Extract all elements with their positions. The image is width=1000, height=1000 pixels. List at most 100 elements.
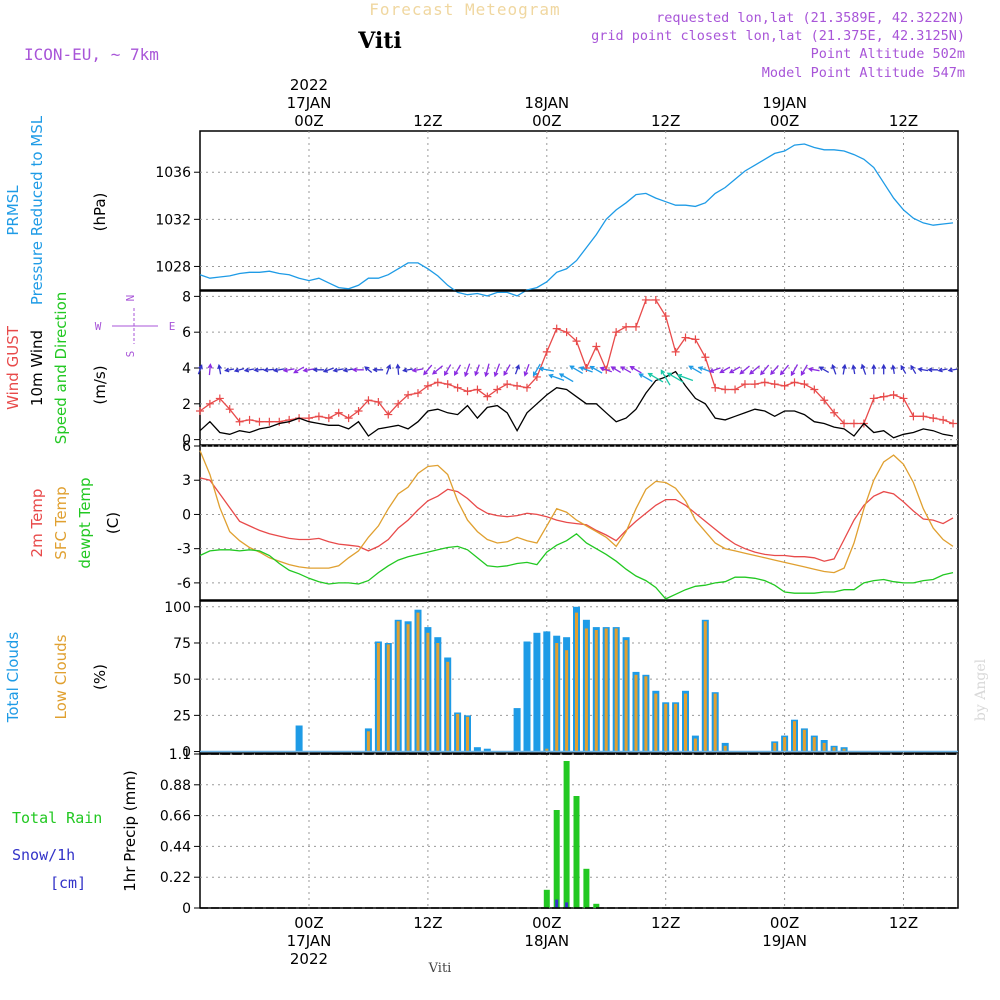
y-tick-label: 0 [182,433,191,449]
gust-point [413,389,422,398]
y-tick-label: 0.66 [160,809,191,825]
series-line-prmsl [199,143,954,297]
wind-arrow [243,367,255,373]
gust-point [513,381,522,390]
series-label: 10m Wind [28,330,46,406]
bar-total-clouds [523,641,531,752]
series-line-wind-gust [199,299,954,425]
bar-low-clouds [674,703,678,752]
gust-point [810,385,819,394]
series-line-10m-wind [199,370,954,439]
wind-arrow [411,367,424,373]
y-tick-label: -3 [177,542,191,558]
compass-s: S [124,351,137,358]
gust-point [334,408,343,417]
bar-low-clouds [703,621,707,752]
y-tick-label: 50 [173,672,191,688]
bar-low-clouds [684,693,687,752]
time-label-top: 2022 [290,76,328,94]
series-label: Wind GUST [4,325,22,410]
gust-point [879,392,888,401]
wind-arrow [493,363,501,378]
wind-arrow [910,364,917,375]
gust-point [364,396,373,405]
bar-total-clouds [513,708,521,752]
requested-coords: requested lon,lat (21.3589E, 42.3222N) [656,10,965,26]
panel-frame [199,600,959,754]
gust-point [235,417,244,426]
y-tick-label: 1032 [155,212,191,228]
gust-point [800,380,809,389]
gust-point [939,415,948,424]
wind-arrow [444,364,452,377]
wind-arrow [807,366,820,372]
time-label-bottom: 00Z [294,914,323,932]
bar-low-clouds [406,624,410,752]
y-tick-label: 100 [164,600,191,616]
gust-point [622,322,631,331]
bar-low-clouds [624,640,628,752]
panel-frame [199,130,959,291]
bar-rain [543,889,550,908]
gust-point [394,399,403,408]
wind-arrow [841,363,847,375]
time-label-top: 19JAN [762,94,807,112]
gust-point [205,399,214,408]
bar-low-clouds [644,676,648,752]
wind-arrow [332,367,344,373]
y-tick-label: 6 [182,439,191,455]
gust-point [592,342,601,351]
bar-low-clouds [723,745,727,752]
series-label: dewpt Temp [76,477,94,568]
wind-arrow [770,364,779,376]
y-tick-label: 25 [173,708,191,724]
wind-arrow [569,365,584,374]
gust-point [265,417,274,426]
panel-wind: 0 2 4 6 8 Wind GUST 10m Wind Speed and Directio… [4,289,959,449]
wind-arrow [818,366,830,373]
series-line-2m-temp [199,477,954,562]
wind-arrow [548,373,565,382]
time-label-bottom: 00Z [770,914,799,932]
gust-point [949,419,958,428]
gust-point [522,383,531,392]
bar-low-clouds [832,747,836,752]
series-label: 2m Temp [28,489,46,558]
wind-arrow [937,367,948,373]
gust-point [582,364,591,372]
series-label: PRMSL [4,185,22,236]
bar-low-clouds [654,693,658,752]
wind-arrow [523,363,530,377]
bar-low-clouds [555,643,559,752]
gust-point [354,406,363,415]
bar-low-clouds [614,628,618,752]
gust-point [384,410,393,419]
series-line-dewpt-temp [199,532,954,600]
compass-e: E [169,320,176,333]
gust-point [493,385,502,394]
wind-arrow [474,364,480,377]
y-tick-label: -6 [177,576,191,592]
wind-arrow [372,367,384,373]
gust-point [899,394,908,403]
gust-point [285,415,294,424]
wind-arrow [302,367,315,373]
gust-point [691,335,700,344]
wind-arrow [464,363,471,378]
gust-point [443,380,452,389]
wind-arrow [484,363,490,378]
wind-arrow [708,367,721,373]
bar-total-clouds [483,748,491,752]
time-label-top: 12Z [651,112,680,130]
gust-point [433,378,442,387]
closest-coords: grid point closest lon,lat (21.375E, 42.… [591,28,965,44]
gust-point [869,394,878,403]
bar-low-clouds [436,643,440,752]
y-tick-label: 6 [182,325,191,341]
series-label: Total Clouds [4,632,22,724]
wind-arrow [558,373,574,383]
wind-arrow [538,366,555,372]
wind-arrow [263,367,275,373]
panel-precip: 0 0.22 0.44 0.66 0.88 1.1 Total Rain Snow/1h [cm… [12,747,959,917]
wind-arrow [514,364,520,375]
